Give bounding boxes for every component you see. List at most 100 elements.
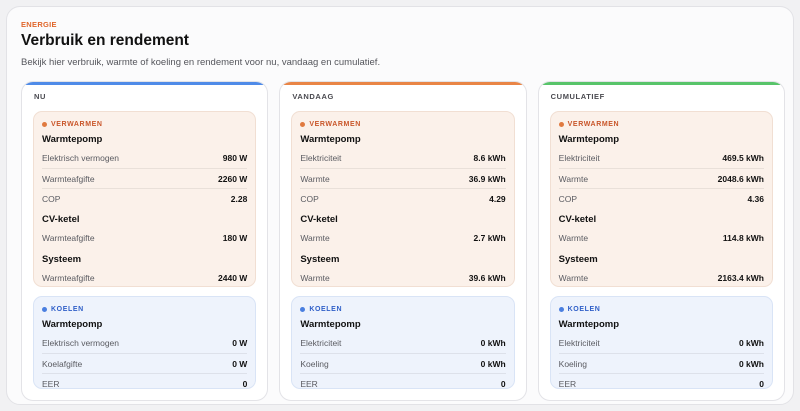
heating-dot-icon xyxy=(42,121,47,127)
metric-label: Warmteafgifte xyxy=(42,173,95,184)
section-eyebrow: ENERGIE xyxy=(21,20,57,29)
energy-card: ENERGIE Verbruik en rendement Bekijk hie… xyxy=(6,6,794,405)
cooling-label: KOELEN xyxy=(300,303,505,315)
system-title: Systeem xyxy=(300,254,340,265)
metric-value: 8.6 kWh xyxy=(473,153,506,163)
metric-row: Warmte 2163.4 kWh xyxy=(559,268,764,288)
metric-label: Elektrisch vermogen xyxy=(42,338,120,348)
boiler-title: CV-ketel xyxy=(300,214,338,225)
metric-value: 0 xyxy=(500,378,506,389)
heating-dot-icon xyxy=(558,121,564,127)
metric-row: Warmte 114.8 kWh xyxy=(559,228,764,248)
metric-row: Elektriciteit 8.6 kWh xyxy=(300,148,505,168)
metric-row: Koeling 0 kWh xyxy=(300,353,506,373)
metric-label: Warmteafgifte xyxy=(42,233,95,243)
metric-value: 0 kWh xyxy=(480,338,506,348)
heatpump-title: Warmtepomp xyxy=(300,319,361,330)
cooling-label-text: KOELEN xyxy=(51,305,84,313)
cooling-label-text: KOELEN xyxy=(309,305,343,313)
metric-value: 2048.6 kWh xyxy=(717,173,764,184)
cooling-dot-icon xyxy=(42,306,47,312)
metric-label: Warmte xyxy=(558,173,589,184)
system-title: Systeem xyxy=(42,254,82,265)
metric-value: 0 kWh xyxy=(738,358,764,369)
metric-label: Warmte xyxy=(300,233,330,243)
cooling-section: KOELEN Warmtepomp Elektriciteit 0 kWh Koe… xyxy=(549,296,773,389)
metric-row: EER 0 xyxy=(300,373,506,393)
metric-value: 0 W xyxy=(232,358,248,369)
metric-row: EER 0 xyxy=(558,373,764,393)
metric-row: Elektriciteit 469.5 kWh xyxy=(559,148,764,168)
cooling-dot-icon xyxy=(300,306,306,312)
heatpump-title: Warmtepomp xyxy=(42,319,103,330)
metric-value: 2440 W xyxy=(218,273,248,283)
heating-section: VERWARMEN Warmtepomp Elektriciteit 8.6 kW… xyxy=(291,111,515,288)
metric-label: Koeling xyxy=(300,358,329,369)
heatpump-title: Warmtepomp xyxy=(558,134,620,145)
metric-value: 0 xyxy=(759,378,764,389)
metric-value: 39.6 kWh xyxy=(468,273,506,283)
metric-label: Warmte xyxy=(300,173,330,184)
metric-value: 114.8 kWh xyxy=(722,233,764,243)
metric-value: 4.29 xyxy=(489,193,506,204)
metric-row: COP 4.29 xyxy=(300,188,506,208)
heating-label: VERWARMEN xyxy=(558,118,764,130)
metric-label: Elektrisch vermogen xyxy=(42,153,120,163)
metric-row: Warmteafgifte 2440 W xyxy=(42,268,247,288)
cooling-label: KOELEN xyxy=(558,303,764,315)
heating-dot-icon xyxy=(300,121,306,127)
metric-row: COP 4.36 xyxy=(558,188,764,208)
heating-section: VERWARMEN Warmtepomp Elektrisch vermogen… xyxy=(33,111,257,288)
metric-label: Elektriciteit xyxy=(558,338,600,348)
metric-row: Warmte 2.7 kWh xyxy=(300,228,505,248)
heating-label: VERWARMEN xyxy=(300,118,505,130)
metric-value: 0 xyxy=(242,378,248,389)
metric-row: Warmte 36.9 kWh xyxy=(300,168,506,188)
cooling-dot-icon xyxy=(558,306,564,312)
metric-label: Warmteafgifte xyxy=(42,273,95,283)
metric-value: 4.36 xyxy=(747,193,764,204)
metric-label: Elektriciteit xyxy=(558,153,600,163)
heating-section: VERWARMEN Warmtepomp Elektriciteit 469.5 … xyxy=(549,111,773,288)
heatpump-title: Warmtepomp xyxy=(558,319,620,330)
metric-value: 0 W xyxy=(232,338,248,348)
column-cumulative: CUMULATIEF VERWARMEN Warmtepomp Elektric… xyxy=(537,81,785,401)
metric-label: Warmte xyxy=(558,233,589,243)
metric-label: Elektriciteit xyxy=(300,338,342,348)
metric-row: EER 0 xyxy=(42,373,248,393)
metric-row: Elektriciteit 0 kWh xyxy=(559,333,764,353)
metric-value: 469.5 kWh xyxy=(722,153,764,163)
heatpump-title: Warmtepomp xyxy=(300,134,361,145)
metric-value: 2260 W xyxy=(218,173,248,184)
metric-label: COP xyxy=(558,193,578,204)
metric-label: EER xyxy=(300,378,318,389)
metric-row: Elektrisch vermogen 0 W xyxy=(42,333,247,353)
metric-row: Elektriciteit 0 kWh xyxy=(300,333,505,353)
period-columns: NU VERWARMEN Warmtepomp Elektrisch vermo… xyxy=(21,81,785,401)
boiler-title: CV-ketel xyxy=(42,214,80,225)
column-title: CUMULATIEF xyxy=(550,92,605,101)
metric-value: 0 kWh xyxy=(738,338,764,348)
column-title: VANDAAG xyxy=(292,92,334,101)
heating-label-text: VERWARMEN xyxy=(51,120,103,128)
metric-label: Koelafgifte xyxy=(42,358,83,369)
metric-row: Warmteafgifte 2260 W xyxy=(42,168,248,188)
metric-value: 180 W xyxy=(222,233,248,243)
column-today: VANDAAG VERWARMEN Warmtepomp Elektricite… xyxy=(279,81,527,401)
metric-row: Warmte 39.6 kWh xyxy=(300,268,505,288)
metric-row: COP 2.28 xyxy=(42,188,248,208)
page-subtitle: Bekijk hier verbruik, warmte of koeling … xyxy=(21,57,381,68)
metric-row: Koelafgifte 0 W xyxy=(42,353,248,373)
heating-label-text: VERWARMEN xyxy=(567,120,620,128)
cooling-label-text: KOELEN xyxy=(567,305,601,313)
metric-row: Elektrisch vermogen 980 W xyxy=(42,148,247,168)
metric-value: 2.7 kWh xyxy=(473,233,506,243)
metric-label: EER xyxy=(42,378,60,389)
metric-row: Warmteafgifte 180 W xyxy=(42,228,247,248)
cooling-label: KOELEN xyxy=(42,303,247,315)
metric-row: Koeling 0 kWh xyxy=(558,353,764,373)
metric-value: 36.9 kWh xyxy=(468,173,506,184)
metric-label: Warmte xyxy=(300,273,330,283)
metric-label: EER xyxy=(558,378,577,389)
heating-label: VERWARMEN xyxy=(42,118,247,130)
